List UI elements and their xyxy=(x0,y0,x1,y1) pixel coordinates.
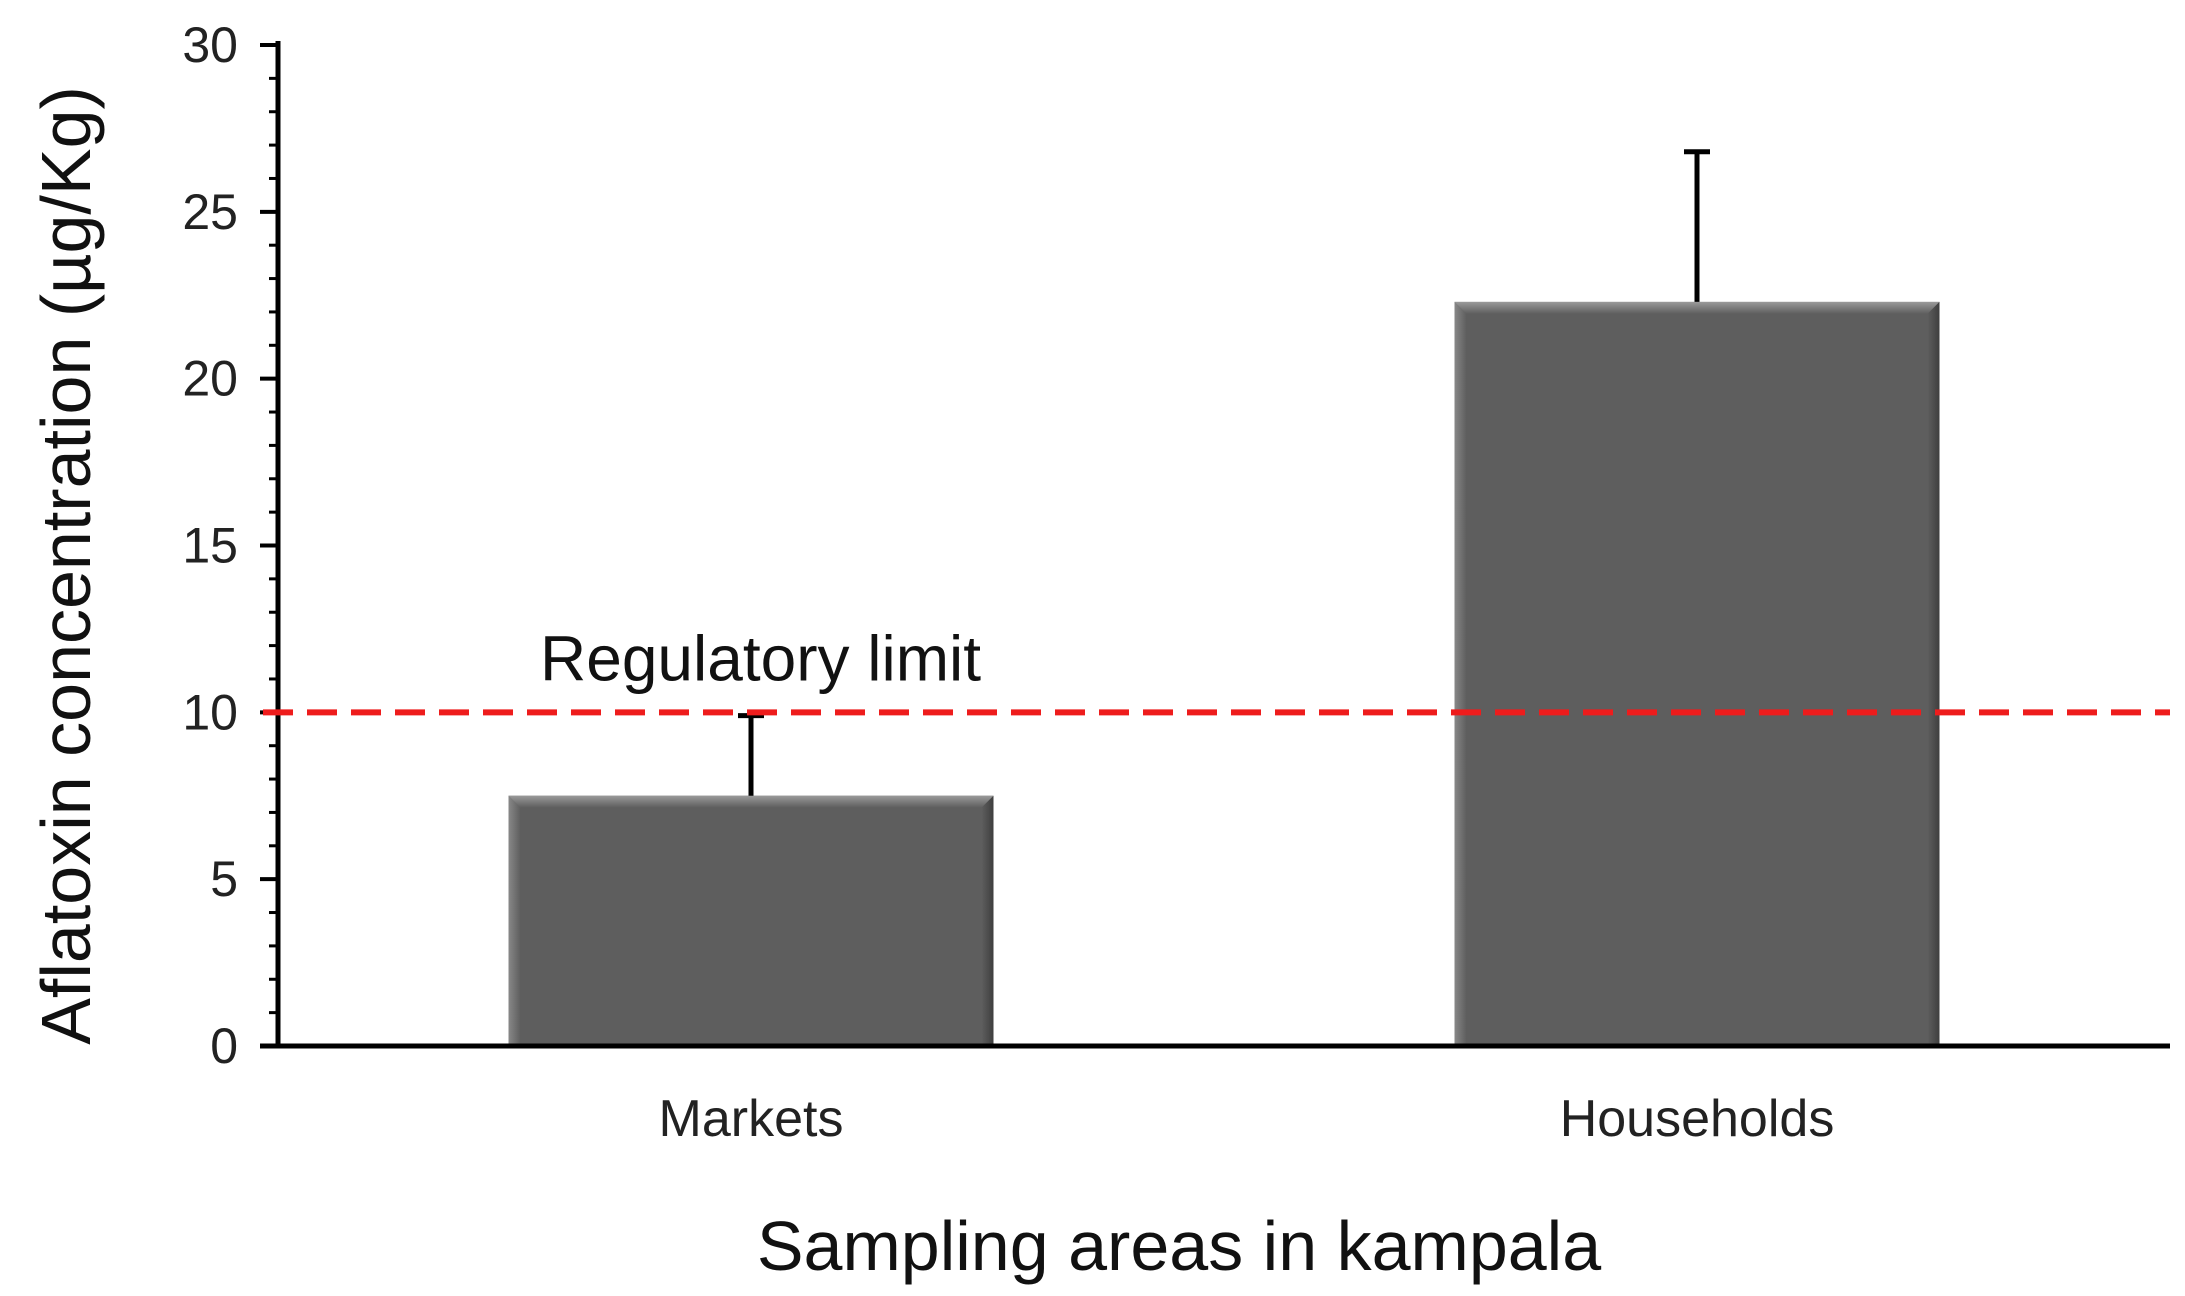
regulatory-limit-label: Regulatory limit xyxy=(540,622,981,694)
x-category-labels: Markets Households xyxy=(659,1090,1835,1148)
y-tick-labels: 0 5 10 15 20 25 30 xyxy=(182,17,278,1074)
bar-bevel-left xyxy=(1454,301,1467,1046)
bar-markets xyxy=(508,795,994,1046)
x-category-label: Households xyxy=(1560,1090,1835,1148)
y-axis-title: Aflatoxin concentration (µg/Kg) xyxy=(27,86,105,1045)
bar-bevel-left xyxy=(508,795,521,1046)
error-bars-layer xyxy=(738,149,1710,796)
bar-bevel-right xyxy=(1927,301,1940,1046)
y-tick-label: 5 xyxy=(210,851,238,907)
bar-body xyxy=(508,795,994,1046)
bar-households xyxy=(1454,301,1940,1046)
y-minor-ticks xyxy=(269,76,278,1015)
bar-bevel-right xyxy=(981,795,994,1046)
bar-body xyxy=(1454,301,1940,1046)
y-tick-label: 20 xyxy=(182,351,238,407)
bars-layer xyxy=(508,301,1940,1046)
y-tick-label: 0 xyxy=(210,1018,238,1074)
y-tick-label: 30 xyxy=(182,17,238,73)
x-category-label: Markets xyxy=(659,1090,844,1148)
bar-bevel-top xyxy=(508,795,994,808)
y-tick-label: 10 xyxy=(182,684,238,740)
y-tick-label: 15 xyxy=(182,518,238,574)
y-tick-label: 25 xyxy=(182,184,238,240)
x-axis-title: Sampling areas in kampala xyxy=(757,1207,1601,1285)
bar-bevel-top xyxy=(1454,301,1940,314)
